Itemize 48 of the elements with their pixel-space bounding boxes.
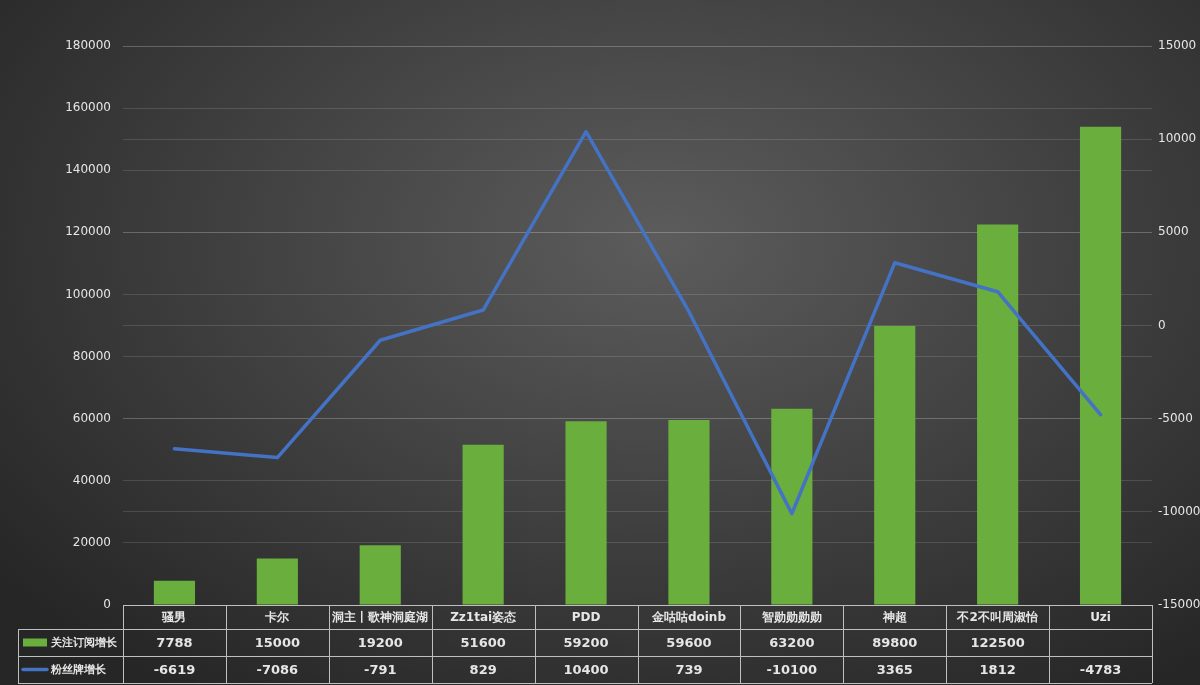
data-label: -4783 bbox=[1079, 661, 1122, 677]
legend-label: 关注订阅增长 bbox=[50, 636, 118, 650]
data-label: -6619 bbox=[153, 661, 196, 677]
y-tick-label: 120000 bbox=[65, 224, 111, 239]
y-tick-label: 140000 bbox=[65, 162, 111, 177]
x-tick-label: 神超 bbox=[881, 610, 907, 625]
data-label: 3365 bbox=[876, 661, 913, 677]
x-tick-label: 洞主丨歌神洞庭湖 bbox=[331, 610, 429, 625]
data-label: 7788 bbox=[156, 634, 193, 650]
data-label: 63200 bbox=[769, 634, 815, 650]
data-label: 10400 bbox=[563, 661, 609, 677]
y-tick-label: 100000 bbox=[65, 286, 111, 301]
x-tick-label: PDD bbox=[571, 610, 601, 625]
y2-tick-label: 0 bbox=[1158, 317, 1166, 332]
data-label: 829 bbox=[469, 661, 497, 677]
y-tick-label: 180000 bbox=[65, 38, 111, 53]
y-tick-label: 60000 bbox=[72, 410, 111, 425]
y2-tick-label: 10000 bbox=[1158, 131, 1197, 146]
y2-tick-label: -10000 bbox=[1158, 503, 1200, 518]
y-tick-label: 40000 bbox=[72, 472, 111, 487]
data-label: -791 bbox=[363, 661, 397, 677]
data-label: 89800 bbox=[872, 634, 918, 650]
data-label: 51600 bbox=[460, 634, 506, 650]
x-tick-label: Zz1tai姿态 bbox=[450, 610, 518, 625]
data-label: -10100 bbox=[766, 661, 818, 677]
data-label: 15000 bbox=[254, 634, 300, 650]
x-tick-label: 不2不叫周淑怡 bbox=[956, 610, 1039, 625]
data-label: 19200 bbox=[357, 634, 403, 650]
y-tick-label: 80000 bbox=[72, 348, 111, 363]
data-label: 122500 bbox=[970, 634, 1025, 650]
data-label: 59200 bbox=[563, 634, 609, 650]
y2-tick-label: -5000 bbox=[1158, 410, 1193, 425]
y2-tick-label: 15000 bbox=[1158, 38, 1197, 53]
y-tick-label: 0 bbox=[103, 597, 111, 612]
x-tick-label: 卡尔 bbox=[264, 610, 291, 625]
x-tick-label: 智勋勋勋勋 bbox=[760, 610, 822, 625]
x-tick-label: Uzi bbox=[1090, 610, 1111, 625]
data-label: 59600 bbox=[666, 634, 712, 650]
legend-label: 粉丝牌增长 bbox=[50, 663, 107, 677]
data-label: 1812 bbox=[979, 661, 1016, 677]
x-tick-label: 骚男 bbox=[161, 610, 187, 625]
data-label: -7086 bbox=[256, 661, 299, 677]
y-tick-label: 160000 bbox=[65, 100, 111, 115]
data-label: 739 bbox=[675, 661, 703, 677]
y-tick-label: 20000 bbox=[72, 535, 111, 550]
y2-tick-label: -15000 bbox=[1158, 597, 1200, 612]
x-tick-label: 金咕咕doinb bbox=[650, 610, 727, 625]
y2-tick-label: 5000 bbox=[1158, 224, 1189, 239]
